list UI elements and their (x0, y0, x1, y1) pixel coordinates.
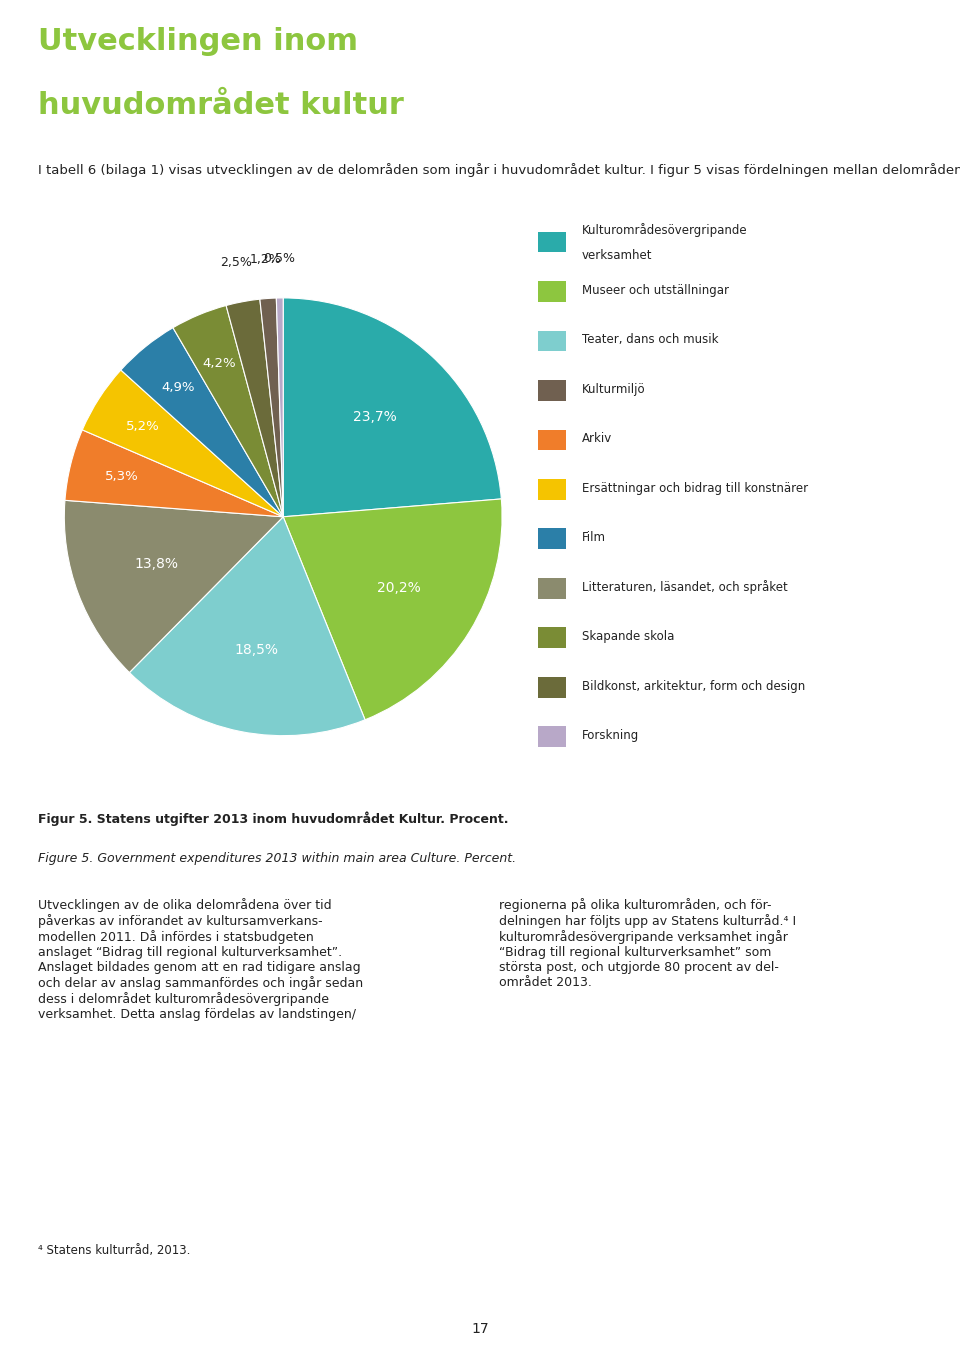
Text: Kulturmiljö: Kulturmiljö (582, 384, 645, 396)
Wedge shape (283, 298, 501, 517)
Text: 18,5%: 18,5% (234, 643, 278, 657)
Text: Utvecklingen inom: Utvecklingen inom (38, 27, 358, 56)
Wedge shape (276, 298, 283, 517)
Text: ⁴ Statens kulturråd, 2013.: ⁴ Statens kulturråd, 2013. (38, 1244, 191, 1258)
Text: 5,3%: 5,3% (105, 471, 138, 483)
FancyBboxPatch shape (538, 330, 565, 351)
FancyBboxPatch shape (538, 479, 565, 499)
Text: 2,5%: 2,5% (220, 257, 252, 269)
FancyBboxPatch shape (538, 231, 565, 253)
Wedge shape (260, 298, 283, 517)
Text: 0,5%: 0,5% (263, 252, 295, 265)
FancyBboxPatch shape (538, 529, 565, 549)
Wedge shape (121, 328, 283, 517)
Text: Film: Film (582, 532, 606, 544)
Wedge shape (173, 306, 283, 517)
Text: regionerna på olika kulturområden, och för-
delningen har följts upp av Statens : regionerna på olika kulturområden, och f… (499, 898, 797, 989)
Wedge shape (227, 299, 283, 517)
Text: Ersättningar och bidrag till konstnärer: Ersättningar och bidrag till konstnärer (582, 481, 808, 495)
FancyBboxPatch shape (538, 677, 565, 698)
Text: Museer och utställningar: Museer och utställningar (582, 284, 729, 296)
Text: 20,2%: 20,2% (377, 581, 420, 596)
FancyBboxPatch shape (538, 379, 565, 401)
Text: Bildkonst, arkitektur, form och design: Bildkonst, arkitektur, form och design (582, 680, 805, 692)
Text: Kulturområdesövergripande: Kulturområdesövergripande (582, 223, 748, 237)
FancyBboxPatch shape (538, 282, 565, 302)
Text: Litteraturen, läsandet, och språket: Litteraturen, läsandet, och språket (582, 581, 788, 594)
Text: 4,2%: 4,2% (203, 356, 236, 370)
Text: verksamhet: verksamhet (582, 249, 653, 261)
FancyBboxPatch shape (538, 430, 565, 450)
Text: huvudområdet kultur: huvudområdet kultur (38, 91, 404, 120)
Text: I tabell 6 (bilaga 1) visas utvecklingen av de delområden som ingår i huvudområd: I tabell 6 (bilaga 1) visas utvecklingen… (38, 163, 960, 177)
Text: Figure 5. Government expenditures 2013 within main area Culture. Percent.: Figure 5. Government expenditures 2013 w… (38, 853, 516, 865)
FancyBboxPatch shape (538, 726, 565, 747)
Text: 13,8%: 13,8% (134, 558, 179, 571)
Wedge shape (64, 500, 283, 673)
Text: Utvecklingen av de olika delområdena över tid
påverkas av införandet av kultursa: Utvecklingen av de olika delområdena öve… (38, 898, 364, 1021)
Text: 23,7%: 23,7% (353, 409, 397, 424)
FancyBboxPatch shape (538, 627, 565, 649)
Wedge shape (83, 370, 283, 517)
Text: 1,2%: 1,2% (250, 253, 281, 265)
Wedge shape (283, 499, 502, 719)
Text: Figur 5. Statens utgifter 2013 inom huvudområdet Kultur. Procent.: Figur 5. Statens utgifter 2013 inom huvu… (38, 812, 509, 827)
FancyBboxPatch shape (538, 578, 565, 598)
Text: Teater, dans och musik: Teater, dans och musik (582, 333, 718, 347)
Text: 4,9%: 4,9% (161, 381, 195, 394)
Text: 17: 17 (471, 1322, 489, 1337)
Wedge shape (130, 517, 365, 736)
Text: Skapande skola: Skapande skola (582, 630, 674, 643)
Text: Arkiv: Arkiv (582, 432, 612, 445)
Text: Forskning: Forskning (582, 729, 639, 743)
Text: 5,2%: 5,2% (127, 420, 160, 434)
Wedge shape (65, 430, 283, 517)
